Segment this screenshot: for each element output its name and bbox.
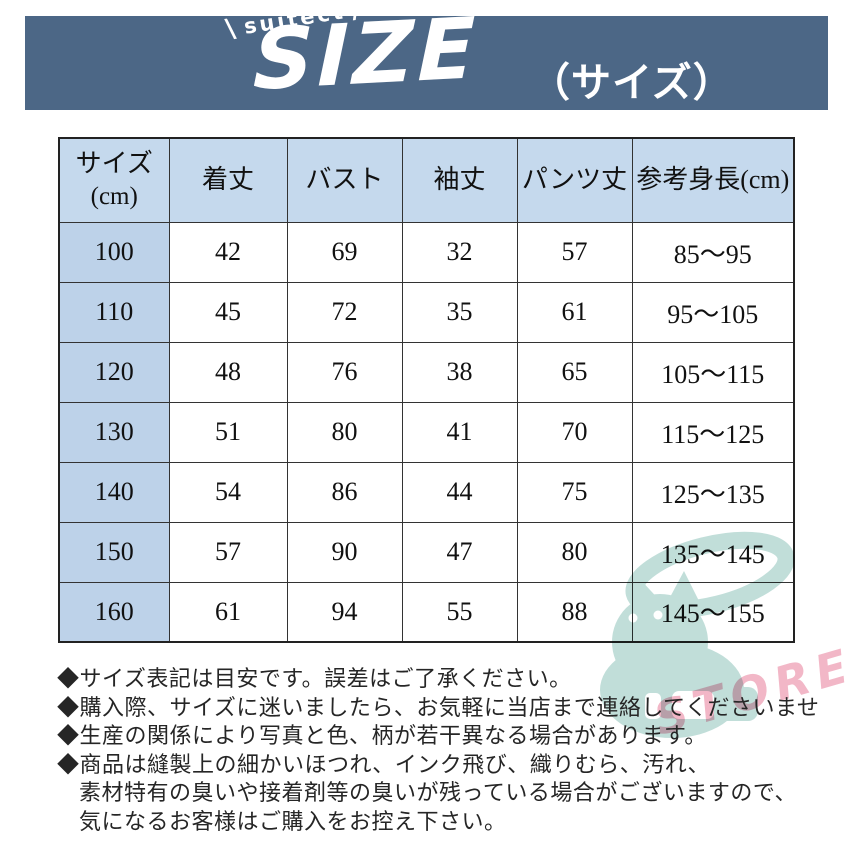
height-cell: 85〜95 <box>631 221 795 283</box>
height-cell: 105〜115 <box>631 341 795 403</box>
table-row: 140 54 86 44 75 125〜135 <box>58 461 795 523</box>
length-cell: 45 <box>168 281 288 343</box>
table-row: 150 57 90 47 80 135〜145 <box>58 521 795 583</box>
length-cell: 61 <box>168 581 288 643</box>
pants-cell: 75 <box>516 461 633 523</box>
pants-cell: 61 <box>516 281 633 343</box>
sleeve-cell: 55 <box>401 581 518 643</box>
column-header-height: 参考身長(cm) <box>631 137 795 223</box>
bust-cell: 76 <box>286 341 403 403</box>
size-table-header: サイズ (cm) 着丈 バスト 袖丈 パンツ丈 参考身長(cm) <box>58 137 795 223</box>
column-header-pants: パンツ丈 <box>516 137 633 223</box>
pants-cell: 70 <box>516 401 633 463</box>
notes-section: ◆サイズ表記は目安です。誤差はご了承ください。 ◆購入際、サイズに迷いましたら、… <box>57 665 837 836</box>
length-cell: 57 <box>168 521 288 583</box>
column-header-length: 着丈 <box>168 137 288 223</box>
length-cell: 51 <box>168 401 288 463</box>
size-cell: 150 <box>58 521 170 583</box>
length-cell: 54 <box>168 461 288 523</box>
height-cell: 145〜155 <box>631 581 795 643</box>
size-cell: 120 <box>58 341 170 403</box>
note-line: ◆生産の関係により写真と色、柄が若干異なる場合があります。 <box>57 723 707 748</box>
sleeve-cell: 38 <box>401 341 518 403</box>
sleeve-cell: 32 <box>401 221 518 283</box>
table-row: 110 45 72 35 61 95〜105 <box>58 281 795 343</box>
length-cell: 42 <box>168 221 288 283</box>
page-subtitle: （サイズ） <box>530 61 734 105</box>
note-line: ◆サイズ表記は目安です。誤差はご了承ください。 <box>57 666 572 691</box>
bust-cell: 86 <box>286 461 403 523</box>
sleeve-cell: 35 <box>401 281 518 343</box>
sleeve-cell: 44 <box>401 461 518 523</box>
note-line: 気になるお客様はご購入をお控え下さい。 <box>79 808 507 834</box>
size-cell: 100 <box>58 221 170 283</box>
page-title: SIZE <box>252 0 480 110</box>
sleeve-cell: 41 <box>401 401 518 463</box>
column-header-size: サイズ (cm) <box>58 137 170 223</box>
note-line: 素材特有の臭いや接着剤等の臭いが残っている場合がございますので、 <box>79 780 798 805</box>
size-cell: 140 <box>58 461 170 523</box>
size-cell: 160 <box>58 581 170 643</box>
size-table: サイズ (cm) 着丈 バスト 袖丈 パンツ丈 参考身長(cm) 100 42 … <box>58 137 795 643</box>
bust-cell: 80 <box>286 401 403 463</box>
pants-cell: 57 <box>516 221 633 283</box>
length-cell: 48 <box>168 341 288 403</box>
bust-cell: 90 <box>286 521 403 583</box>
column-header-bust: バスト <box>286 137 403 223</box>
note-line: ◆購入際、サイズに迷いましたら、お気軽に当店まで連絡してくださいませ <box>57 694 820 720</box>
note-line: ◆商品は縫製上の細かいほつれ、インク飛び、織りむら、汚れ、 <box>57 751 710 777</box>
height-cell: 115〜125 <box>631 401 795 463</box>
table-row: 100 42 69 32 57 85〜95 <box>58 221 795 283</box>
table-row: 130 51 80 41 70 115〜125 <box>58 401 795 463</box>
bust-cell: 69 <box>286 221 403 283</box>
pants-cell: 80 <box>516 521 633 583</box>
column-header-size-label: サイズ <box>75 149 153 179</box>
sleeve-cell: 47 <box>401 521 518 583</box>
header-banner: \ suitect / SIZE （サイズ） <box>25 0 828 110</box>
height-cell: 135〜145 <box>631 521 795 583</box>
bust-cell: 72 <box>286 281 403 343</box>
size-cell: 130 <box>58 401 170 463</box>
brand-decor-left: \ <box>223 13 241 45</box>
table-row: 160 61 94 55 88 145〜155 <box>58 581 795 643</box>
height-cell: 95〜105 <box>631 281 795 343</box>
size-cell: 110 <box>58 281 170 343</box>
pants-cell: 65 <box>516 341 633 403</box>
header-row: サイズ (cm) 着丈 バスト 袖丈 パンツ丈 参考身長(cm) <box>58 137 795 223</box>
column-header-size-unit: (cm) <box>90 182 138 210</box>
pants-cell: 88 <box>516 581 633 643</box>
bust-cell: 94 <box>286 581 403 643</box>
column-header-sleeve: 袖丈 <box>401 137 518 223</box>
table-row: 120 48 76 38 65 105〜115 <box>58 341 795 403</box>
height-cell: 125〜135 <box>631 461 795 523</box>
